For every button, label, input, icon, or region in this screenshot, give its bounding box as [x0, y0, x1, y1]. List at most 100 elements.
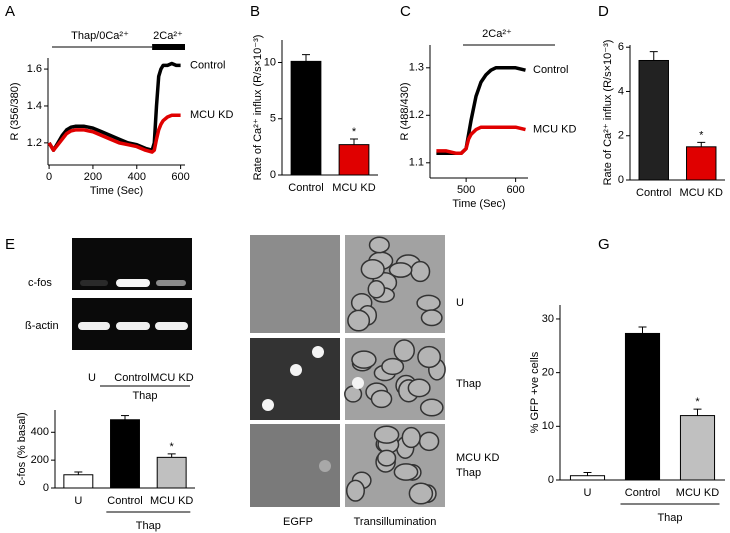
data-line — [436, 125, 526, 156]
column-label: EGFP — [283, 516, 313, 528]
chart: 0 10 20 30 % GFP +ve cells U Control MCU KD * Tha… — [529, 305, 725, 524]
cell — [410, 260, 431, 283]
x-axis-label: Time (Sec) — [90, 185, 143, 197]
panel-letter: E — [5, 236, 15, 253]
gel-band — [155, 322, 188, 330]
x-axis-label: Time (Sec) — [452, 198, 505, 210]
data-line — [436, 66, 526, 156]
cell — [345, 479, 365, 502]
fluorescent-cell — [352, 377, 364, 389]
x-tick-label: U — [74, 495, 82, 507]
y-tick-label: 10 — [264, 56, 276, 68]
bar — [679, 415, 716, 481]
x-tick-label: MCU KD — [150, 495, 193, 507]
bar — [638, 59, 669, 181]
panel-letter: D — [598, 3, 609, 20]
y-tick-label: 1.4 — [27, 100, 42, 112]
x-tick-label: Control — [107, 495, 142, 507]
y-axis-label: Rate of Ca²⁺ influx (R/s×10⁻³) — [602, 40, 614, 186]
y-tick-label: 5 — [270, 113, 276, 125]
y-tick-label: 0 — [618, 174, 624, 186]
x-tick-label: 600 — [171, 171, 189, 183]
y-axis-label: % GFP +ve cells — [529, 351, 541, 433]
column-label: Transillumination — [354, 516, 437, 528]
cell — [388, 262, 413, 278]
y-tick-label: 400 — [31, 426, 49, 438]
gel-lane-label: MCU KD — [150, 372, 193, 384]
annotation-bar — [152, 44, 185, 50]
x-tick-label: Control — [625, 487, 660, 499]
gel-band — [116, 322, 150, 330]
gel-row-label: ß-actin — [25, 320, 59, 332]
bar — [156, 456, 187, 489]
x-tick-label: 500 — [457, 184, 475, 196]
y-tick-label: 10 — [542, 420, 554, 432]
annotation: * — [695, 396, 700, 408]
cell — [393, 463, 419, 481]
y-tick-label: 20 — [542, 367, 554, 379]
fluorescent-cell — [262, 399, 274, 411]
panel-letter: A — [5, 3, 15, 20]
series-label: MCU KD — [190, 109, 233, 121]
cell — [347, 309, 371, 332]
group-label: Thap — [657, 512, 682, 524]
x-tick-label: 0 — [46, 171, 52, 183]
annotation: * — [699, 129, 704, 141]
chart: A 1.2 1.4 1.6 R (356/380) 0 200 400 600 Time (Sec… — [5, 3, 233, 197]
cell — [401, 426, 421, 449]
x-tick-label: MCU KD — [676, 487, 719, 499]
chart: D 0 2 4 6 Rate of Ca²⁺ influx (R/s×10⁻³) Contr… — [598, 3, 725, 199]
cell — [373, 425, 400, 444]
y-tick-label: 1.1 — [409, 157, 424, 169]
y-tick-label: 1.2 — [27, 137, 42, 149]
gel-band — [156, 280, 186, 286]
y-tick-label: 0 — [548, 474, 554, 486]
gel-lane-label: Control — [114, 372, 149, 384]
bar — [686, 146, 717, 181]
annotation: Thap/0Ca²⁺ — [71, 30, 129, 42]
x-tick-label: 200 — [84, 171, 102, 183]
cell — [351, 350, 377, 369]
gel-band — [78, 322, 110, 330]
x-tick-label: 600 — [506, 184, 524, 196]
y-tick-label: 1.2 — [409, 109, 424, 121]
bar — [290, 60, 322, 176]
cell — [370, 389, 393, 409]
y-tick-label: 1.6 — [27, 63, 42, 75]
bar — [338, 144, 370, 176]
y-tick-label: 4 — [618, 85, 624, 97]
annotation: * — [170, 441, 175, 453]
annotation: 2Ca²⁺ — [153, 30, 183, 42]
micrographs: EGFP Transillumination U Thap MCU KD Tha… — [250, 235, 499, 528]
y-axis-label: Rate of Ca²⁺ influx (R/s×10⁻³) — [252, 35, 264, 181]
gel-band — [80, 280, 108, 286]
gel-band — [116, 279, 150, 287]
y-tick-label: 0 — [270, 169, 276, 181]
x-tick-label: MCU KD — [332, 182, 375, 194]
cell — [367, 279, 386, 299]
bar — [63, 474, 94, 489]
cell — [368, 236, 390, 254]
bar — [624, 332, 661, 481]
y-tick-label: 6 — [618, 41, 624, 53]
cell — [381, 357, 405, 376]
row-label: Thap — [456, 467, 481, 479]
panel-letter: B — [250, 3, 260, 20]
y-tick-label: 0 — [43, 482, 49, 494]
y-tick-label: 200 — [31, 454, 49, 466]
micrograph — [250, 235, 340, 333]
cell — [377, 449, 397, 467]
x-tick-label: Control — [288, 182, 323, 194]
series-label: MCU KD — [533, 123, 576, 135]
cell — [393, 339, 416, 362]
bar — [110, 419, 140, 489]
cell — [408, 482, 434, 505]
y-tick-label: 1.3 — [409, 62, 424, 74]
x-tick-label: MCU KD — [680, 187, 723, 199]
series-label: Control — [190, 59, 225, 71]
series-label: Control — [533, 64, 568, 76]
